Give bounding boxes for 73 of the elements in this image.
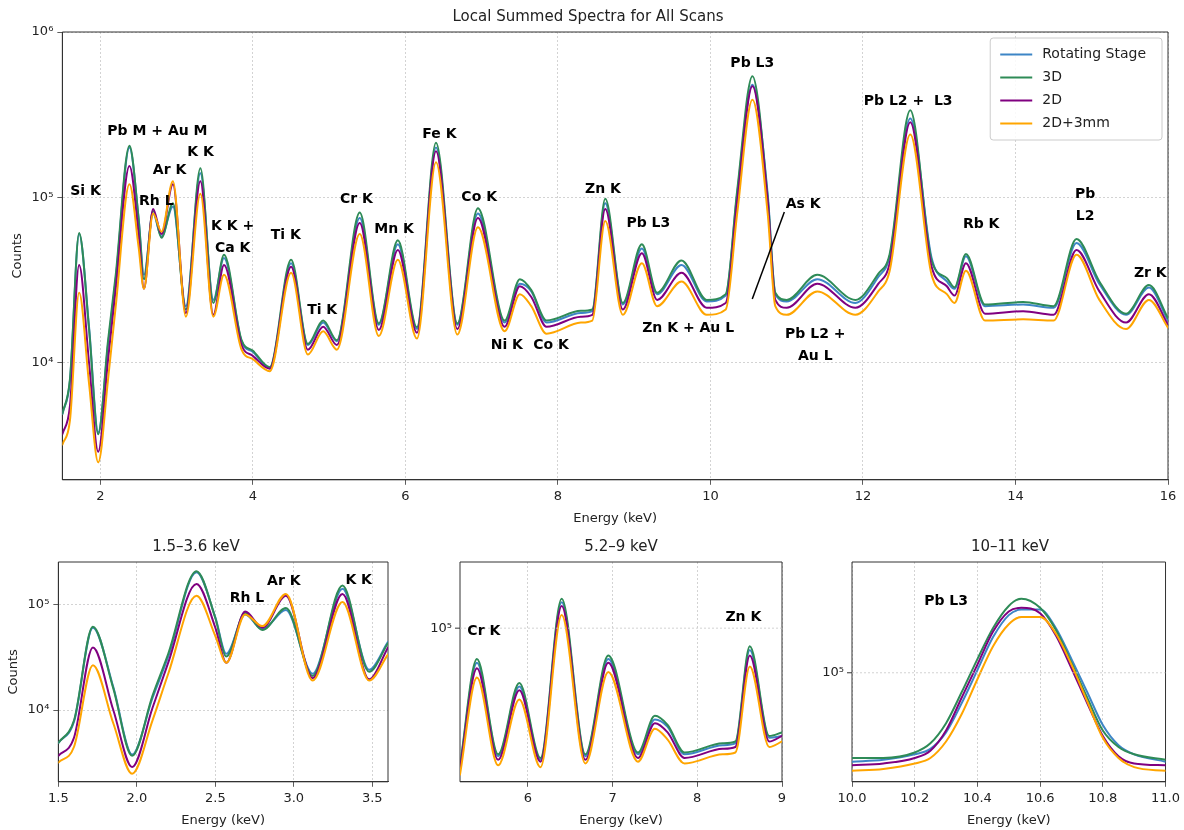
x-tick-label: 4 xyxy=(248,487,258,503)
x-tick-label: 10.8 xyxy=(1088,789,1118,805)
annotation: Pb L2 + Au L xyxy=(785,324,846,363)
y-axis-title: Counts xyxy=(5,648,21,695)
x-tick-label: 2.5 xyxy=(204,789,226,805)
annotation: Co K xyxy=(461,188,499,205)
text: 10⁵ xyxy=(430,619,452,635)
x-tick-label: 7 xyxy=(608,789,617,805)
y-tick-label: 10⁶ xyxy=(31,23,54,39)
annotation: Zn K + Au L xyxy=(642,319,735,336)
annotation: Co K xyxy=(533,335,570,352)
annotation: Ar K xyxy=(267,571,302,588)
annotation: Pb L3 xyxy=(924,592,968,609)
chart-title: 1.5–3.6 keV xyxy=(152,536,241,555)
annotation: K K xyxy=(187,143,215,160)
x-tick-label: 10.2 xyxy=(900,789,930,805)
annotation: Pb L3 xyxy=(626,213,671,230)
annotation: Fe K xyxy=(422,124,458,141)
annotation: Zr K xyxy=(1133,264,1168,280)
annotation: Zn K xyxy=(725,608,763,625)
legend-label: 2D+3mm xyxy=(1042,114,1110,131)
x-axis-title: Energy (keV) xyxy=(579,811,663,827)
annotation: Cr K xyxy=(340,190,375,207)
x-tick-label: 8 xyxy=(553,487,563,503)
annotation: Mn K xyxy=(374,220,416,237)
legend-label: 3D xyxy=(1042,68,1062,85)
x-axis-title: Energy (keV) xyxy=(181,811,266,827)
x-tick-label: 10 xyxy=(702,487,719,503)
x-tick-label: 2.0 xyxy=(126,789,148,805)
annotation: Ar K xyxy=(152,160,188,177)
x-tick-label: 12 xyxy=(854,487,872,503)
annotation: Pb M + Au M xyxy=(107,121,208,138)
y-tick-label: 10⁴ xyxy=(27,701,50,717)
annotation: Pb L2 + L3 xyxy=(863,92,953,109)
x-axis-title: Energy (keV) xyxy=(573,509,658,525)
x-tick-label: 10.6 xyxy=(1025,789,1055,805)
annotation: Pb L3 xyxy=(730,54,775,71)
annotation: Rb K xyxy=(962,214,1001,231)
x-tick-label: 9 xyxy=(777,789,787,805)
x-tick-label: 6 xyxy=(523,789,532,805)
y-tick-label: 10⁴ xyxy=(31,354,54,370)
x-tick-label: 11.0 xyxy=(1151,789,1180,805)
annotation: As K xyxy=(785,194,822,211)
annotation: Rh L xyxy=(229,588,265,605)
x-tick-label: 2 xyxy=(96,487,105,503)
x-tick-label: 14 xyxy=(1007,487,1024,503)
x-tick-label: 8 xyxy=(693,789,702,805)
annotation: Ti K xyxy=(307,300,339,317)
chart-title: 10–11 keV xyxy=(970,536,1050,555)
text: 10⁵ xyxy=(822,664,844,680)
y-tick-label: 10⁵ xyxy=(27,595,50,611)
annotation: K K xyxy=(345,570,374,587)
x-tick-label: 16 xyxy=(1159,487,1177,503)
x-tick-label: 3.5 xyxy=(361,789,383,805)
annotation: Si K xyxy=(70,182,103,199)
annotation: Cr K xyxy=(467,622,502,639)
x-tick-label: 3.0 xyxy=(283,789,305,805)
y-axis-title: Counts xyxy=(9,232,25,279)
y-tick-label: 10⁵ xyxy=(31,188,54,204)
x-tick-label: 10.4 xyxy=(962,789,992,805)
x-tick-label: 6 xyxy=(401,487,410,503)
annotation: Zn K xyxy=(585,180,623,197)
x-axis-title: Energy (keV) xyxy=(966,811,1051,827)
annotation: Ti K xyxy=(270,225,302,242)
legend-label: 2D xyxy=(1042,91,1062,108)
chart-title: 5.2–9 keV xyxy=(584,536,659,555)
annotation: Pb L2 xyxy=(1074,185,1096,224)
chart-title: Local Summed Spectra for All Scans xyxy=(452,6,724,25)
annotation: Ni K xyxy=(490,335,525,352)
x-tick-label: 10.0 xyxy=(837,789,867,805)
legend-label: Rotating Stage xyxy=(1042,45,1146,62)
annotation: K K + Ca K xyxy=(211,217,255,256)
x-tick-label: 1.5 xyxy=(48,789,69,805)
